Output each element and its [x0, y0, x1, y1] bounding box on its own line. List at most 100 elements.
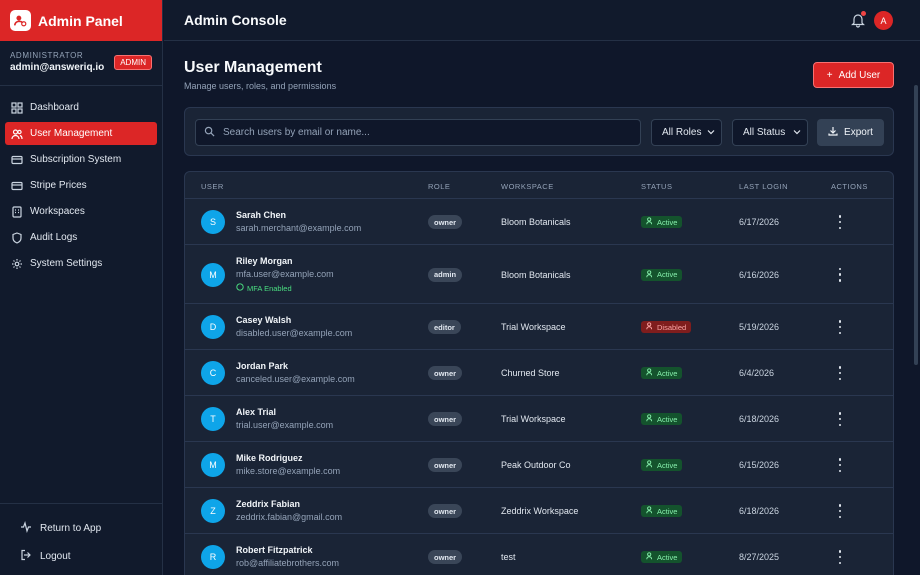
return-to-app-link[interactable]: Return to App — [0, 514, 163, 542]
brand[interactable]: Admin Panel — [0, 0, 162, 41]
more-actions-icon[interactable] — [836, 550, 844, 564]
admin-badge: ADMIN — [114, 55, 152, 70]
search-input[interactable] — [223, 127, 623, 138]
users-icon — [11, 128, 23, 140]
status-label: Disabled — [657, 322, 687, 332]
sidebar: Admin Panel ADMINISTRATOR admin@answeriq… — [0, 0, 163, 575]
header-status: STATUS — [641, 182, 673, 191]
roles-select[interactable]: All Roles — [651, 119, 722, 146]
user-name: Riley Morgan — [236, 256, 293, 266]
user-avatar[interactable]: A — [874, 11, 893, 30]
sidebar-item-user-management[interactable]: User Management — [5, 122, 157, 145]
user-email: zeddrix.fabian@gmail.com — [236, 512, 343, 522]
avatar: C — [201, 361, 225, 385]
sidebar-item-subscription-system[interactable]: Subscription System — [5, 148, 157, 171]
table-row[interactable]: S Sarah Chen sarah.merchant@example.com own… — [185, 199, 893, 245]
table-row[interactable]: Z Zeddrix Fabian zeddrix.fabian@gmail.com o… — [185, 488, 893, 534]
table-row[interactable]: M Mike Rodriguez mike.store@example.com own… — [185, 442, 893, 488]
shield-icon — [11, 231, 23, 244]
sidebar-item-label: Audit Logs — [30, 232, 78, 243]
more-actions-icon[interactable] — [836, 267, 844, 282]
workspace-name: test — [501, 552, 516, 562]
status-label: Active — [657, 270, 678, 279]
workspace-name: Churned Store — [501, 368, 560, 378]
more-actions-icon[interactable] — [836, 412, 844, 426]
sidebar-item-system-settings[interactable]: System Settings — [5, 252, 157, 275]
bell-icon[interactable] — [851, 11, 866, 28]
status-badge: Active — [641, 216, 683, 228]
credit-card-icon — [11, 180, 23, 192]
users-table: USER ROLE WORKSPACE STATUS LAST LOGIN AC… — [184, 171, 894, 575]
header-role: ROLE — [428, 182, 451, 191]
sidebar-item-stripe-prices[interactable]: Stripe Prices — [5, 174, 157, 197]
table-row[interactable]: D Casey Walsh disabled.user@example.com edi… — [185, 304, 893, 350]
role-badge: owner — [428, 412, 463, 426]
last-login: 6/4/2026 — [739, 368, 775, 378]
admin-role: ADMINISTRATOR — [10, 51, 84, 60]
avatar: R — [201, 545, 225, 569]
sidebar-nav: Dashboard User Management Subscription S… — [0, 86, 162, 275]
sidebar-item-audit-logs[interactable]: Audit Logs — [5, 226, 157, 249]
topbar: Admin Console A — [164, 0, 920, 41]
status-badge: Active — [641, 505, 683, 517]
logout-label: Logout — [40, 550, 71, 562]
status-label: Active — [657, 552, 678, 562]
user-email: mike.store@example.com — [236, 466, 341, 476]
more-actions-icon[interactable] — [836, 504, 844, 518]
search-icon — [204, 124, 215, 142]
logout-icon — [20, 549, 32, 564]
status-label: Active — [657, 460, 678, 470]
status-badge: Active — [641, 367, 683, 379]
table-row[interactable]: C Jordan Park canceled.user@example.com own… — [185, 350, 893, 396]
role-badge: admin — [428, 267, 463, 282]
status-badge: Active — [641, 413, 683, 425]
download-icon — [828, 126, 838, 139]
sidebar-footer: Return to App Logout — [0, 503, 163, 575]
avatar: Z — [201, 499, 225, 523]
logout-link[interactable]: Logout — [0, 542, 163, 570]
chevron-down-icon — [793, 128, 801, 139]
brand-title: Admin Panel — [38, 12, 123, 29]
user-name: Zeddrix Fabian — [236, 499, 301, 509]
last-login: 6/18/2026 — [739, 506, 780, 516]
add-user-button[interactable]: + Add User — [813, 62, 894, 88]
sidebar-item-label: System Settings — [30, 258, 103, 269]
sidebar-item-workspaces[interactable]: Workspaces — [5, 200, 157, 223]
more-actions-icon[interactable] — [836, 215, 844, 229]
user-status-icon — [646, 322, 654, 332]
avatar: T — [201, 407, 225, 431]
return-to-app-label: Return to App — [40, 522, 102, 534]
user-status-icon — [646, 217, 654, 227]
user-email: rob@affiliatebrothers.com — [236, 558, 340, 568]
last-login: 6/15/2026 — [739, 460, 780, 470]
table-header: USER ROLE WORKSPACE STATUS LAST LOGIN AC… — [185, 172, 893, 199]
export-button[interactable]: Export — [817, 119, 884, 146]
table-row[interactable]: R Robert Fitzpatrick rob@affiliatebrothers… — [185, 534, 893, 575]
table-row[interactable]: M Riley Morgan mfa.user@example.com MFA Ena… — [185, 245, 893, 304]
avatar: M — [201, 453, 225, 477]
user-status-icon — [646, 269, 654, 280]
mfa-badge: MFA Enabled — [236, 283, 292, 293]
page-subtitle: Manage users, roles, and permissions — [184, 81, 337, 91]
scrollbar[interactable] — [914, 85, 918, 365]
header-last-login: LAST LOGIN — [739, 182, 789, 191]
more-actions-icon[interactable] — [836, 320, 844, 334]
building-icon — [11, 205, 23, 218]
role-badge: owner — [428, 366, 463, 380]
header-workspace: WORKSPACE — [501, 182, 554, 191]
search-box[interactable] — [195, 119, 641, 146]
header-actions: ACTIONS — [831, 182, 868, 191]
admin-info: ADMINISTRATOR admin@answeriq.io ADMIN — [0, 41, 162, 86]
table-row[interactable]: T Alex Trial trial.user@example.com owner Tr… — [185, 396, 893, 442]
sidebar-item-dashboard[interactable]: Dashboard — [5, 96, 157, 119]
role-badge: owner — [428, 550, 463, 564]
avatar: D — [201, 315, 225, 339]
sidebar-item-label: Subscription System — [30, 154, 122, 165]
status-label: Active — [657, 414, 678, 424]
role-badge: owner — [428, 215, 463, 229]
more-actions-icon[interactable] — [836, 366, 844, 380]
status-select[interactable]: All Status — [732, 119, 808, 146]
more-actions-icon[interactable] — [836, 458, 844, 472]
user-status-icon — [646, 506, 654, 516]
last-login: 8/27/2025 — [739, 552, 780, 562]
